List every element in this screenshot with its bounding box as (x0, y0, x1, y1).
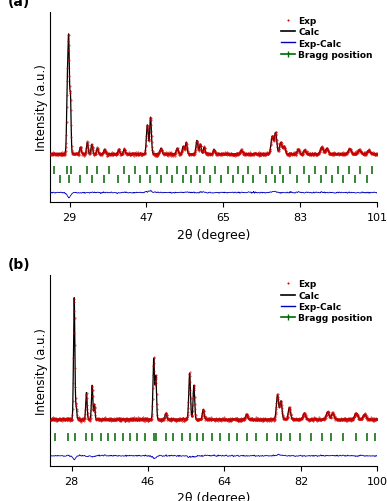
Legend: Exp, Calc, Exp-Calc, Bragg position: Exp, Calc, Exp-Calc, Bragg position (281, 17, 373, 60)
Y-axis label: Intensity (a.u.): Intensity (a.u.) (34, 327, 48, 414)
X-axis label: 2θ (degree): 2θ (degree) (177, 491, 250, 501)
Text: (a): (a) (8, 0, 30, 9)
X-axis label: 2θ (degree): 2θ (degree) (177, 228, 250, 241)
Legend: Exp, Calc, Exp-Calc, Bragg position: Exp, Calc, Exp-Calc, Bragg position (281, 280, 373, 323)
Y-axis label: Intensity (a.u.): Intensity (a.u.) (34, 65, 48, 151)
Text: (b): (b) (8, 258, 31, 272)
